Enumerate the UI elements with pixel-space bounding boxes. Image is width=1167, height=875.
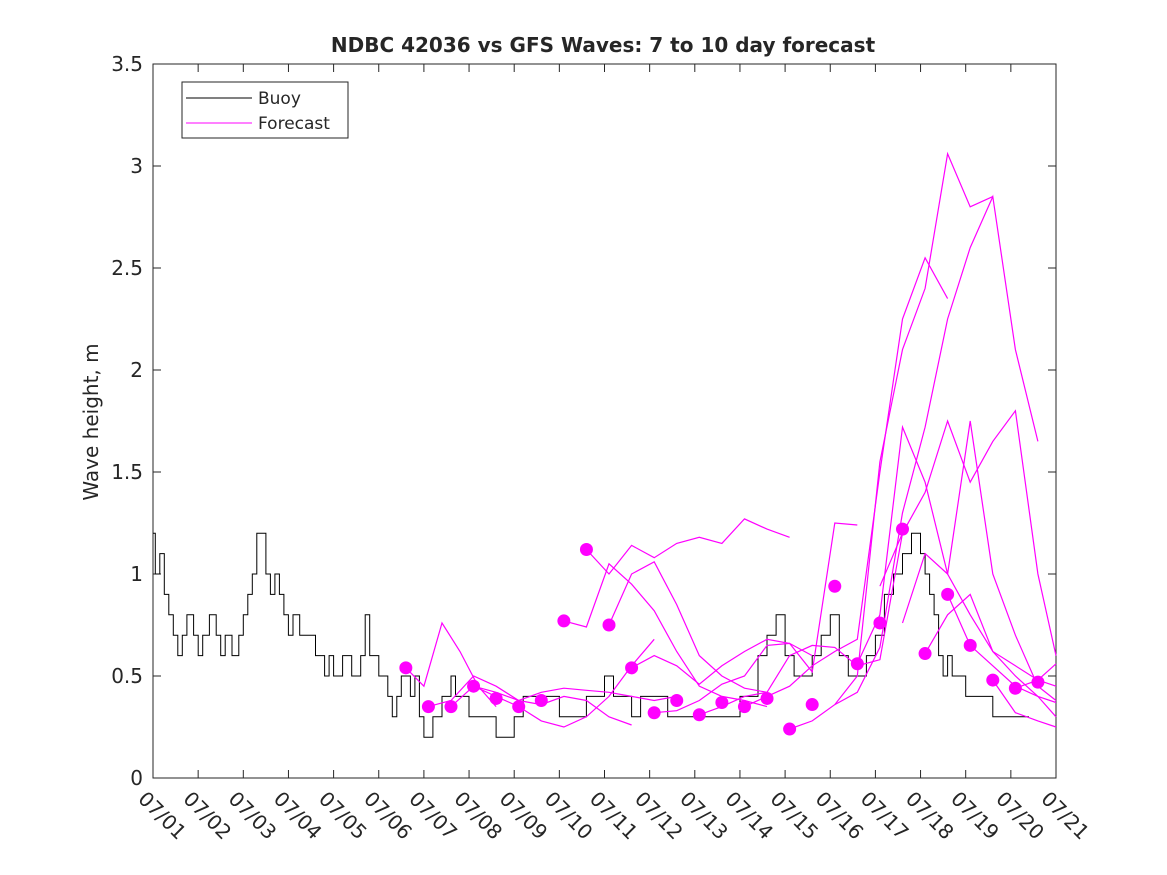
forecast-point bbox=[986, 673, 1000, 687]
y-tick-label: 3.5 bbox=[111, 52, 143, 76]
forecast-point bbox=[850, 657, 864, 671]
forecast-point bbox=[670, 693, 684, 707]
legend: Buoy Forecast bbox=[181, 81, 349, 139]
forecast-line-2 bbox=[428, 675, 632, 726]
forecast-point bbox=[625, 661, 639, 675]
forecast-line-5 bbox=[563, 562, 768, 708]
forecast-point bbox=[941, 587, 955, 601]
forecast-point bbox=[647, 706, 661, 720]
y-tick-label: 0.5 bbox=[111, 664, 143, 688]
forecast-point bbox=[715, 696, 729, 710]
forecast-point bbox=[399, 661, 413, 675]
y-tick-label: 0 bbox=[130, 766, 143, 790]
forecast-point bbox=[895, 522, 909, 536]
forecast-point bbox=[489, 691, 503, 705]
y-tick-label: 3 bbox=[130, 154, 143, 178]
buoy-series-line bbox=[153, 532, 1029, 738]
forecast-line-4 bbox=[473, 685, 677, 702]
forecast-point bbox=[444, 700, 458, 714]
forecast-line-11 bbox=[744, 256, 949, 708]
forecast-point bbox=[1031, 675, 1045, 689]
forecast-line-14 bbox=[856, 424, 1057, 687]
forecast-point bbox=[512, 700, 526, 714]
forecast-line-18 bbox=[947, 594, 1057, 704]
forecast-point bbox=[737, 700, 751, 714]
forecast-point bbox=[467, 679, 481, 693]
legend-buoy-label: Buoy bbox=[258, 89, 301, 109]
y-tick-label: 2 bbox=[130, 358, 143, 382]
chart-title: NDBC 42036 vs GFS Waves: 7 to 10 day for… bbox=[331, 33, 876, 57]
forecast-line-3 bbox=[450, 638, 655, 728]
forecast-line-8 bbox=[631, 638, 813, 685]
forecast-point bbox=[1008, 681, 1022, 695]
y-tick-label: 2.5 bbox=[111, 256, 143, 280]
y-tick-label: 1.5 bbox=[111, 460, 143, 484]
forecast-point bbox=[579, 543, 593, 557]
forecast-point bbox=[963, 638, 977, 652]
forecast-point bbox=[828, 579, 842, 593]
forecast-point bbox=[421, 700, 435, 714]
forecast-line-12 bbox=[789, 151, 994, 730]
forecast-line-6 bbox=[585, 518, 790, 575]
forecast-line-19 bbox=[992, 679, 1057, 728]
forecast-point bbox=[602, 618, 616, 632]
forecast-point bbox=[760, 691, 774, 705]
forecast-point bbox=[918, 647, 932, 661]
forecast-point bbox=[534, 693, 548, 707]
forecast-line-9 bbox=[654, 522, 858, 714]
y-tick-label: 1 bbox=[130, 562, 143, 586]
forecast-point bbox=[692, 708, 706, 722]
y-axis-label: Wave height, m bbox=[79, 343, 103, 500]
legend-forecast-label: Forecast bbox=[258, 114, 330, 134]
forecast-point bbox=[805, 698, 819, 712]
legend-box bbox=[181, 81, 349, 139]
forecast-point bbox=[557, 614, 571, 628]
forecast-line-10 bbox=[699, 533, 904, 716]
forecast-point bbox=[873, 616, 887, 630]
forecast-point bbox=[783, 722, 797, 736]
forecast-line-7 bbox=[608, 560, 768, 693]
forecast-line-13 bbox=[834, 194, 1039, 706]
forecast-line-15 bbox=[879, 409, 1057, 656]
